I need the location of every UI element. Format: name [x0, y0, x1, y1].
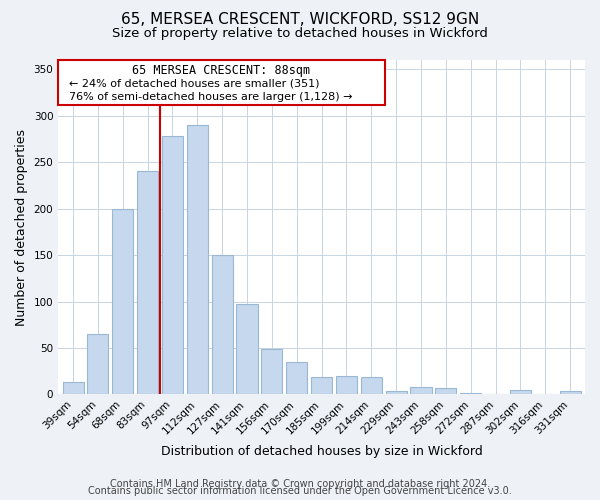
Bar — [212, 255, 233, 394]
Bar — [510, 390, 531, 394]
Text: Size of property relative to detached houses in Wickford: Size of property relative to detached ho… — [112, 28, 488, 40]
Bar — [162, 136, 183, 394]
Text: 76% of semi-detached houses are larger (1,128) →: 76% of semi-detached houses are larger (… — [69, 92, 352, 102]
Bar — [361, 377, 382, 394]
Bar — [336, 376, 357, 394]
Bar — [410, 387, 431, 394]
Bar — [460, 392, 481, 394]
Text: ← 24% of detached houses are smaller (351): ← 24% of detached houses are smaller (35… — [69, 78, 319, 88]
FancyBboxPatch shape — [58, 60, 385, 105]
Bar — [236, 304, 257, 394]
Bar — [386, 390, 407, 394]
Text: 65, MERSEA CRESCENT, WICKFORD, SS12 9GN: 65, MERSEA CRESCENT, WICKFORD, SS12 9GN — [121, 12, 479, 28]
Bar — [88, 334, 109, 394]
Bar — [137, 172, 158, 394]
Text: Contains public sector information licensed under the Open Government Licence v3: Contains public sector information licen… — [88, 486, 512, 496]
Text: Contains HM Land Registry data © Crown copyright and database right 2024.: Contains HM Land Registry data © Crown c… — [110, 479, 490, 489]
Bar — [112, 208, 133, 394]
X-axis label: Distribution of detached houses by size in Wickford: Distribution of detached houses by size … — [161, 444, 482, 458]
Bar — [311, 377, 332, 394]
Text: 65 MERSEA CRESCENT: 88sqm: 65 MERSEA CRESCENT: 88sqm — [133, 64, 311, 77]
Bar — [560, 390, 581, 394]
Bar — [262, 349, 283, 395]
Bar — [435, 388, 457, 394]
Y-axis label: Number of detached properties: Number of detached properties — [15, 128, 28, 326]
Bar — [187, 125, 208, 394]
Bar — [286, 362, 307, 394]
Bar — [62, 382, 83, 394]
